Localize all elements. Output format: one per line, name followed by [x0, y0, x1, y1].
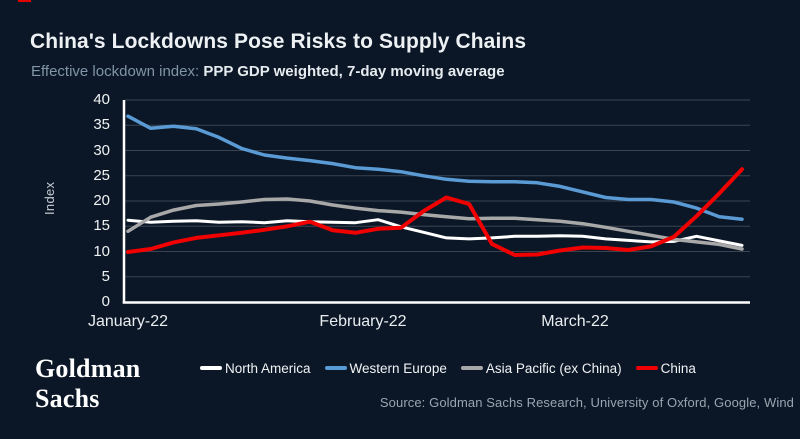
legend-item-china: China [635, 360, 696, 376]
north-america-line-swatch [200, 366, 222, 370]
legend-item-asia-pacific: Asia Pacific (ex China) [460, 360, 622, 376]
accent-mark [18, 0, 31, 2]
source-text: Source: Goldman Sachs Research, Universi… [379, 395, 794, 410]
y-tick-30: 30 [93, 141, 110, 159]
y-tick-20: 20 [93, 192, 110, 209]
page-title: China's Lockdowns Pose Risks to Supply C… [30, 30, 527, 53]
series-line-asia-pacific-ex-china [126, 197, 744, 251]
y-tick-40: 40 [93, 91, 110, 108]
series-line-north-america [126, 218, 744, 247]
series-line-china [126, 167, 744, 257]
series-line-western-europe [126, 114, 744, 221]
western-europe-line-swatch [324, 366, 347, 370]
y-tick-10: 10 [93, 242, 110, 260]
x-axis-label-january: January-22 [87, 313, 169, 330]
legend-item-western-europe: Western Europe [324, 360, 447, 376]
legend-label-north-america: North America [225, 360, 311, 376]
chart-subtitle: Effective lockdown index: PPP GDP weight… [31, 63, 505, 80]
legend-item-north-america: North America [200, 361, 311, 376]
chart-legend: North America Western Europe Asia Pacifi… [200, 360, 696, 376]
goldman-sachs-logo: Goldman Sachs [35, 354, 140, 414]
legend-label-western-europe: Western Europe [349, 360, 447, 376]
y-tick-5: 5 [101, 267, 110, 285]
y-tick-35: 35 [93, 116, 110, 134]
legend-label-asia-pacific: Asia Pacific (ex China) [485, 360, 622, 376]
china-line-swatch [635, 366, 658, 370]
y-tick-0: 0 [101, 293, 110, 310]
asia-pacific-line-swatch [460, 366, 483, 370]
x-axis-label-february: February-22 [319, 313, 407, 330]
legend-label-china: China [660, 360, 696, 376]
y-tick-15: 15 [93, 217, 110, 235]
x-axis-label-march: March-22 [541, 313, 609, 330]
subtitle-label: Effective lockdown index: [31, 63, 200, 80]
logo-line-2: Sachs [35, 384, 100, 413]
y-tick-25: 25 [93, 166, 110, 184]
subtitle-detail: PPP GDP weighted, 7-day moving average [203, 63, 505, 80]
logo-line-1: Goldman [35, 354, 141, 383]
